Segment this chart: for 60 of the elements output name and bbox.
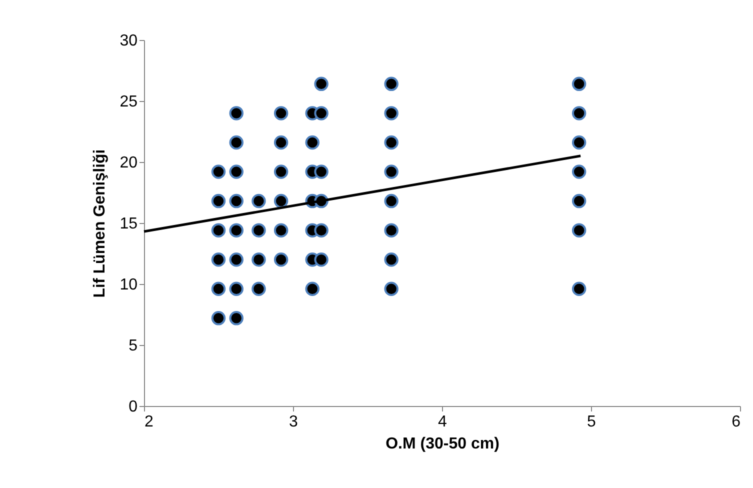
point bbox=[274, 252, 288, 267]
point bbox=[572, 76, 586, 92]
y-tick-label: 30 bbox=[120, 32, 138, 50]
point bbox=[384, 135, 398, 150]
point bbox=[305, 282, 320, 296]
point bbox=[384, 164, 398, 179]
point bbox=[211, 164, 226, 179]
point bbox=[274, 106, 288, 120]
point bbox=[572, 194, 586, 208]
point bbox=[211, 252, 226, 267]
point bbox=[211, 311, 226, 326]
y-tick-label: 0 bbox=[128, 398, 138, 416]
point bbox=[211, 194, 226, 208]
point bbox=[384, 106, 398, 120]
point bbox=[572, 282, 586, 296]
point bbox=[229, 135, 244, 150]
point bbox=[229, 106, 244, 120]
point bbox=[384, 282, 398, 296]
point bbox=[274, 194, 288, 208]
point bbox=[252, 194, 266, 208]
point bbox=[252, 223, 266, 238]
y-tick-label: 15 bbox=[120, 216, 138, 232]
point bbox=[211, 282, 226, 296]
point bbox=[229, 311, 244, 326]
y-tick-label: 25 bbox=[120, 94, 138, 110]
x-tick-label: 2 bbox=[144, 414, 154, 430]
point bbox=[572, 135, 586, 150]
point bbox=[572, 223, 586, 238]
point bbox=[314, 164, 328, 179]
point bbox=[384, 76, 398, 92]
point bbox=[229, 164, 244, 179]
point bbox=[274, 223, 288, 238]
point bbox=[229, 223, 244, 238]
y-tick-label: 10 bbox=[120, 276, 138, 294]
point bbox=[229, 194, 244, 208]
point bbox=[384, 223, 398, 238]
point bbox=[229, 282, 244, 296]
x-axis-title: O.M (30-50 cm) bbox=[386, 436, 500, 452]
point bbox=[252, 282, 266, 296]
x-tick-label: 6 bbox=[732, 414, 741, 430]
point bbox=[314, 106, 328, 120]
y-tick-label: 5 bbox=[128, 338, 138, 354]
point bbox=[314, 252, 328, 267]
point bbox=[274, 135, 288, 150]
point bbox=[229, 252, 244, 267]
point bbox=[384, 252, 398, 267]
point bbox=[572, 106, 586, 120]
point bbox=[314, 76, 328, 92]
point bbox=[211, 223, 226, 238]
point bbox=[572, 164, 586, 179]
x-tick-label: 5 bbox=[587, 414, 596, 430]
y-tick-label: 20 bbox=[120, 154, 138, 172]
point bbox=[274, 164, 288, 179]
point bbox=[314, 223, 328, 238]
point bbox=[305, 135, 320, 150]
x-tick-label: 3 bbox=[289, 414, 298, 430]
point bbox=[252, 252, 266, 267]
y-axis-title: Lif Lümen Genişliği bbox=[92, 149, 109, 298]
point bbox=[384, 194, 398, 208]
x-tick-label: 4 bbox=[438, 414, 448, 430]
